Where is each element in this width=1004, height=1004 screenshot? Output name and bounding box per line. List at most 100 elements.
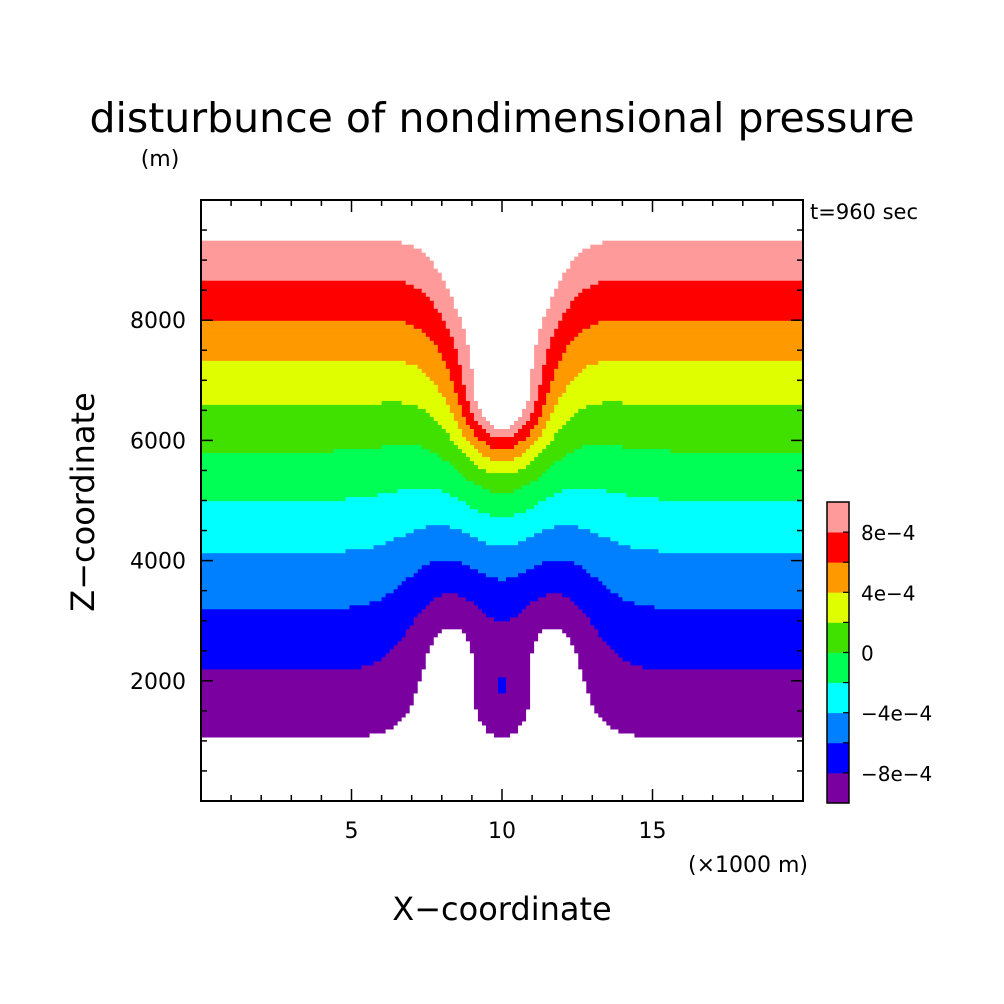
contour-cell — [554, 332, 579, 337]
contour-cell — [538, 340, 551, 345]
y-axis-label: Z−coordinate — [64, 392, 102, 611]
contour-cell — [201, 680, 419, 686]
contour-cell — [437, 308, 459, 313]
contour-cell — [201, 472, 463, 478]
contour-cell — [413, 572, 487, 578]
contour-cell — [506, 680, 531, 686]
contour-cell — [201, 700, 415, 706]
contour-cell — [201, 664, 363, 670]
contour-cell — [542, 380, 551, 385]
contour-cell — [550, 296, 575, 301]
contour-cell — [201, 636, 403, 642]
contour-cell — [201, 656, 383, 662]
contour-cell — [606, 488, 804, 494]
contour-cell — [485, 540, 519, 546]
contour-cell — [449, 404, 463, 409]
contour-cell — [201, 776, 804, 782]
contour-cell — [413, 244, 591, 249]
y-tick-label: 6000 — [130, 429, 186, 454]
contour-cell — [201, 552, 804, 558]
contour-cell — [449, 492, 555, 498]
contour-cell — [530, 696, 591, 702]
contour-cell — [201, 416, 435, 421]
contour-cell — [201, 264, 435, 269]
contour-cell — [201, 772, 804, 778]
contour-cell — [522, 452, 539, 458]
contour-cell — [562, 352, 804, 357]
contour-cell — [530, 660, 579, 666]
contour-cell — [201, 312, 443, 317]
time-annotation: t=960 sec — [810, 200, 918, 224]
contour-cell — [405, 280, 447, 285]
colorbar-label: −4e−4 — [861, 702, 932, 726]
colorbar-swatch — [827, 652, 849, 683]
contour-cell — [530, 688, 587, 694]
contour-cell — [433, 636, 467, 642]
contour-cell — [606, 584, 804, 590]
contour-cell — [473, 380, 531, 385]
contour-cell — [554, 292, 579, 297]
contour-cell — [514, 456, 535, 462]
contour-cell — [530, 692, 591, 698]
contour-cell — [497, 576, 507, 582]
contour-cell — [538, 396, 547, 401]
contour-cell — [550, 336, 575, 341]
contour-cell — [477, 536, 527, 542]
contour-cell — [542, 324, 559, 329]
contour-cell — [538, 500, 804, 506]
contour-cell — [473, 444, 491, 450]
colorbar-swatch — [827, 592, 849, 623]
contour-cell — [481, 720, 523, 726]
contour-cell — [518, 440, 535, 446]
contour-cell — [574, 644, 611, 650]
contour-cell — [590, 692, 804, 698]
contour-cell — [570, 380, 804, 385]
contour-cell — [201, 316, 443, 321]
x-tick-label: 5 — [345, 819, 359, 844]
contour-cell — [477, 436, 527, 441]
contour-cell — [473, 692, 531, 698]
contour-cell — [465, 336, 539, 341]
contour-cell — [477, 716, 527, 722]
contour-cell — [201, 660, 375, 666]
colorbar-swatch — [827, 772, 849, 804]
contour-cell — [401, 580, 603, 586]
contour-cell — [574, 256, 804, 261]
contour-cell — [201, 492, 379, 498]
contour-cell — [425, 656, 475, 662]
contour-cell — [477, 708, 527, 714]
contour-cell — [201, 644, 395, 650]
contour-cell — [493, 424, 511, 429]
contour-cell — [421, 248, 583, 253]
contour-cell — [401, 716, 479, 722]
contour-cell — [497, 676, 507, 682]
contour-cell — [201, 280, 407, 285]
contour-cell — [542, 628, 563, 634]
contour-cell — [333, 448, 431, 454]
contour-cell — [570, 636, 603, 642]
contour-cell — [481, 452, 523, 458]
contour-cell — [425, 408, 451, 413]
contour-cell — [578, 292, 804, 297]
contour-cell — [201, 432, 451, 437]
contour-cell — [618, 652, 804, 658]
contour-cell — [393, 588, 611, 594]
contour-cell — [453, 388, 467, 393]
contour-cell — [453, 416, 467, 421]
contour-cell — [642, 664, 804, 670]
contour-cell — [465, 388, 475, 393]
contour-cell — [465, 328, 539, 333]
contour-cell — [522, 412, 531, 417]
contour-cell — [610, 644, 804, 650]
contour-cell — [534, 364, 543, 369]
contour-cell — [449, 408, 463, 413]
contour-cell — [530, 656, 579, 662]
contour-cell — [542, 404, 555, 409]
contour-cell — [429, 648, 471, 654]
contour-cell — [457, 348, 471, 353]
contour-cell — [554, 328, 583, 333]
contour-cell — [473, 656, 531, 662]
contour-cell — [457, 496, 547, 502]
contour-cell — [562, 316, 804, 321]
contour-cell — [522, 720, 607, 726]
